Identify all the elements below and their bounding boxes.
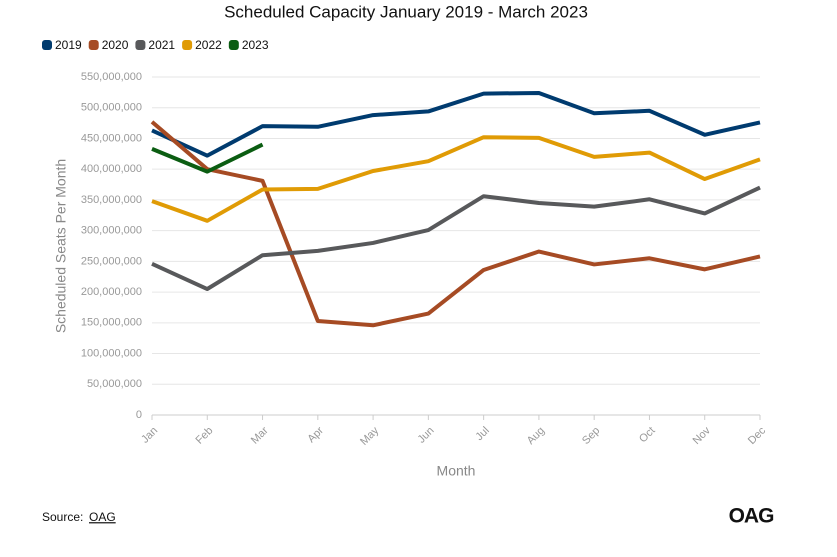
legend-swatch xyxy=(228,40,239,50)
x-tick-label: Mar xyxy=(249,424,271,446)
x-tick-label: Nov xyxy=(691,424,714,447)
legend-swatch xyxy=(182,40,193,50)
y-tick-label: 550,000,000 xyxy=(81,71,142,83)
x-tick-label: Sep xyxy=(580,425,602,447)
legend-swatch xyxy=(88,40,99,50)
x-tick-label: Dec xyxy=(746,424,769,447)
y-tick-label: 100,000,000 xyxy=(81,347,142,359)
series-line xyxy=(151,185,761,292)
x-tick-label: Oct xyxy=(637,425,658,446)
y-tick-label: 200,000,000 xyxy=(81,286,142,298)
series-line xyxy=(150,120,761,328)
x-axis-label: Month xyxy=(437,463,476,479)
x-tick-label: Aug xyxy=(525,425,547,447)
source-label: Source: xyxy=(42,510,83,524)
legend-label: 2020 xyxy=(102,38,129,52)
logo: OAG xyxy=(729,505,775,528)
chart-title: Scheduled Capacity January 2019 - March … xyxy=(224,2,588,21)
legend-swatch xyxy=(42,40,52,50)
series-line xyxy=(151,135,761,223)
legend-label: 2022 xyxy=(195,38,222,52)
y-tick-label: 300,000,000 xyxy=(81,225,142,237)
x-tick-label: Jan xyxy=(139,425,160,446)
y-tick-label: 0 xyxy=(136,409,142,421)
y-tick-label: 150,000,000 xyxy=(81,317,142,329)
legend-label: 2023 xyxy=(242,38,269,52)
legend-label: 2021 xyxy=(148,38,175,52)
y-tick-label: 50,000,000 xyxy=(87,378,142,390)
source-link[interactable]: OAG xyxy=(89,510,116,524)
x-tick-label: Jul xyxy=(473,425,491,443)
y-tick-label: 400,000,000 xyxy=(81,163,142,175)
x-tick-label: Apr xyxy=(305,424,326,445)
y-tick-label: 450,000,000 xyxy=(81,132,142,144)
x-tick-label: Feb xyxy=(194,425,216,447)
grid xyxy=(152,76,760,416)
legend-label: 2019 xyxy=(55,38,82,52)
x-tick-label: May xyxy=(358,424,382,448)
series-line xyxy=(151,90,761,158)
y-tick-label: 350,000,000 xyxy=(81,194,142,206)
series-line xyxy=(151,142,264,174)
y-axis-label: Scheduled Seats Per Month xyxy=(53,159,69,333)
source-link-text[interactable]: OAG xyxy=(89,510,116,524)
y-tick-label: 250,000,000 xyxy=(81,255,142,267)
x-tick-label: Jun xyxy=(416,425,437,446)
legend-swatch xyxy=(135,40,146,50)
y-tick-label: 500,000,000 xyxy=(81,102,142,114)
